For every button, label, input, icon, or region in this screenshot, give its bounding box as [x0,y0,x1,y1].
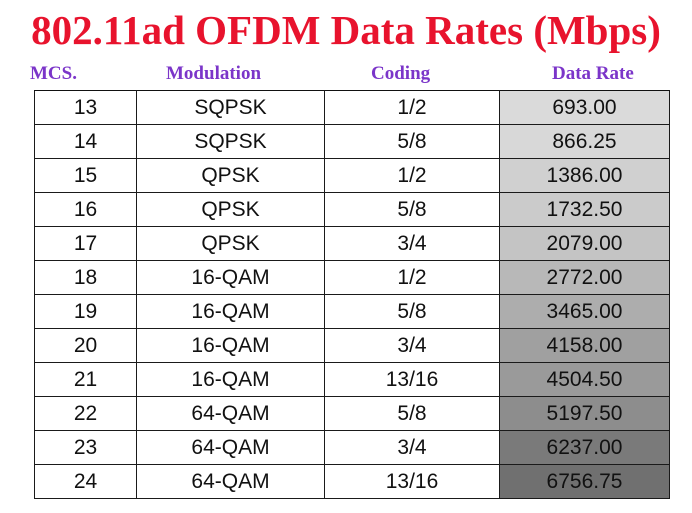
mcs-cell: 15 [34,158,137,193]
table-row: 15 QPSK 1/2 1386.00 [34,158,670,193]
column-header-data-rate: Data Rate [552,63,634,84]
modulation-cell: SQPSK [136,90,325,125]
page-title: 802.11ad OFDM Data Rates (Mbps) [31,7,661,53]
data-rate-cell: 4504.50 [499,362,670,397]
coding-cell: 13/16 [324,362,500,397]
table-row: 16 QPSK 5/8 1732.50 [34,192,670,227]
column-header-coding: Coding [371,63,431,84]
coding-cell: 3/4 [324,430,500,465]
coding-cell: 5/8 [324,294,500,329]
modulation-cell: 64-QAM [136,430,325,465]
mcs-cell: 16 [34,192,137,227]
mcs-cell: 19 [34,294,137,329]
table-body: 13 SQPSK 1/2 693.00 14 SQPSK 5/8 866.25 15 QPSK 1/… [34,90,670,499]
mcs-cell: 24 [34,464,137,499]
coding-cell: 1/2 [324,90,500,125]
data-rate-cell: 693.00 [499,90,670,125]
table-row: 13 SQPSK 1/2 693.00 [34,90,670,125]
coding-cell: 5/8 [324,124,500,159]
modulation-cell: QPSK [136,192,325,227]
mcs-cell: 23 [34,430,137,465]
data-rate-cell: 2079.00 [499,226,670,261]
table-row: 21 16-QAM 13/16 4504.50 [34,362,670,397]
coding-cell: 13/16 [324,464,500,499]
mcs-cell: 13 [34,90,137,125]
mcs-cell: 17 [34,226,137,261]
data-rate-cell: 5197.50 [499,396,670,431]
data-rate-cell: 6237.00 [499,430,670,465]
column-header-modulation: Modulation [166,63,262,84]
coding-cell: 3/4 [324,328,500,363]
mcs-cell: 22 [34,396,137,431]
coding-cell: 1/2 [324,260,500,295]
modulation-cell: 16-QAM [136,260,325,295]
data-rate-cell: 6756.75 [499,464,670,499]
mcs-cell: 18 [34,260,137,295]
coding-cell: 5/8 [324,192,500,227]
data-rate-cell: 1732.50 [499,192,670,227]
modulation-cell: 64-QAM [136,464,325,499]
table-row: 24 64-QAM 13/16 6756.75 [34,464,670,499]
table-row: 19 16-QAM 5/8 3465.00 [34,294,670,329]
mcs-cell: 14 [34,124,137,159]
table-row: 17 QPSK 3/4 2079.00 [34,226,670,261]
coding-cell: 3/4 [324,226,500,261]
table-row: 18 16-QAM 1/2 2772.00 [34,260,670,295]
table-row: 23 64-QAM 3/4 6237.00 [34,430,670,465]
column-header-mcs: MCS. [30,63,77,84]
modulation-cell: QPSK [136,226,325,261]
mcs-cell: 21 [34,362,137,397]
mcs-cell: 20 [34,328,137,363]
coding-cell: 1/2 [324,158,500,193]
modulation-cell: 16-QAM [136,328,325,363]
modulation-cell: 16-QAM [136,294,325,329]
data-rate-cell: 4158.00 [499,328,670,363]
table-row: 20 16-QAM 3/4 4158.00 [34,328,670,363]
table-row: 14 SQPSK 5/8 866.25 [34,124,670,159]
data-rate-cell: 2772.00 [499,260,670,295]
coding-cell: 5/8 [324,396,500,431]
modulation-cell: SQPSK [136,124,325,159]
modulation-cell: QPSK [136,158,325,193]
data-rate-cell: 3465.00 [499,294,670,329]
modulation-cell: 64-QAM [136,396,325,431]
data-rate-table: 13 SQPSK 1/2 693.00 14 SQPSK 5/8 866.25 15 QPSK 1/… [34,90,670,499]
table-row: 22 64-QAM 5/8 5197.50 [34,396,670,431]
data-rate-cell: 866.25 [499,124,670,159]
data-rate-cell: 1386.00 [499,158,670,193]
modulation-cell: 16-QAM [136,362,325,397]
